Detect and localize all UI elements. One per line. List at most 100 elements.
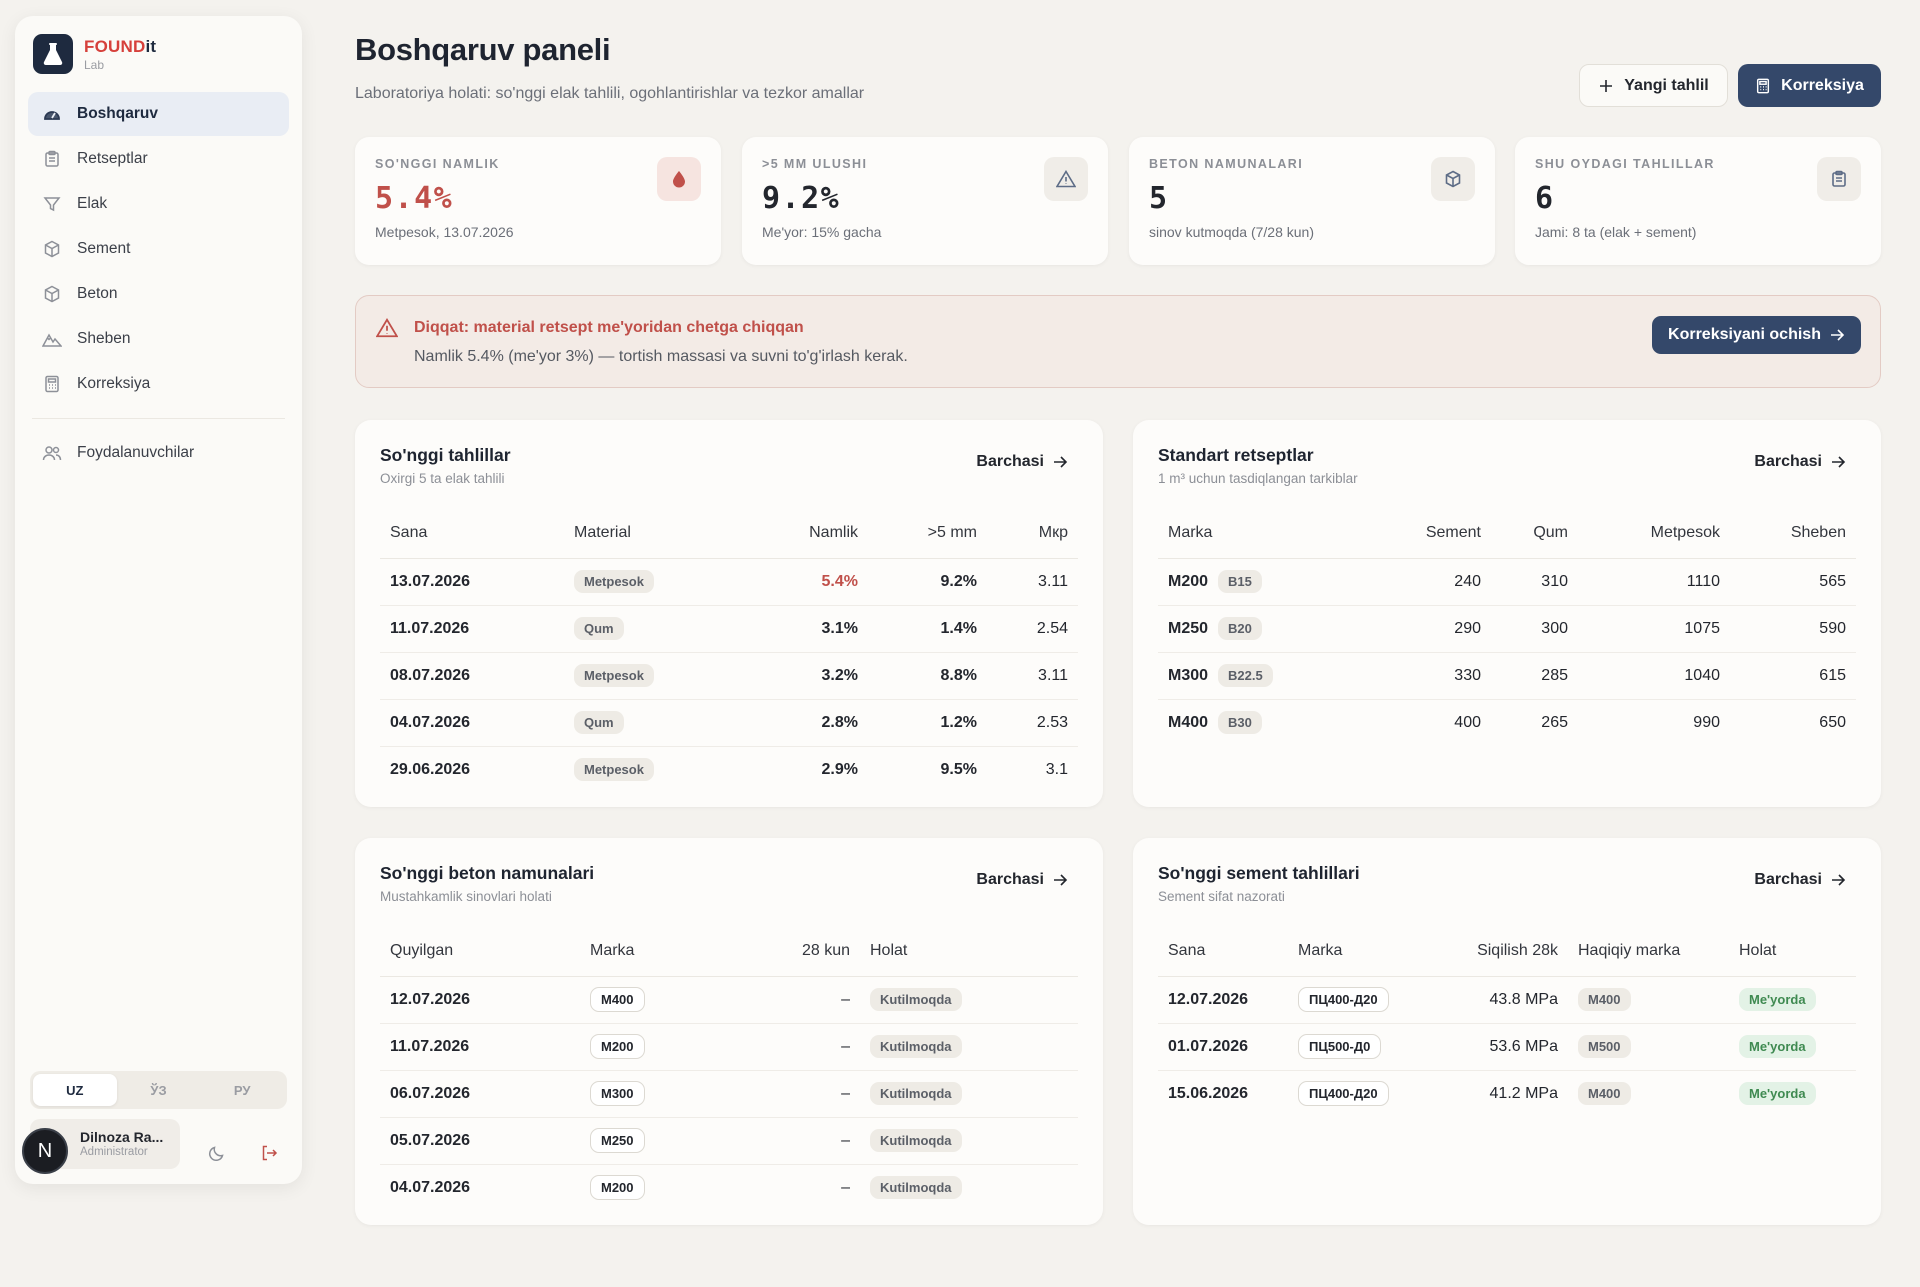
sidebar-item-elak[interactable]: Elak	[28, 182, 289, 226]
marka-chip: ПЦ500-Д0	[1298, 1034, 1382, 1059]
table-row[interactable]: 04.07.2026 M200 – Kutilmoqda	[380, 1164, 1078, 1211]
panel-subtitle: 1 m³ uchun tasdiqlangan tarkiblar	[1158, 471, 1358, 486]
column-header[interactable]: Material	[564, 508, 744, 559]
table-row[interactable]: 13.07.2026 Metpesok 5.4% 9.2% 3.11	[380, 558, 1078, 606]
column-header[interactable]: Sement	[1368, 508, 1491, 559]
stat-card-over5mm: >5 MM ULUSHI 9.2% Me'yor: 15% gacha	[742, 137, 1108, 265]
marka-chip: M200	[590, 1175, 645, 1201]
sidebar-item-label: Beton	[77, 285, 118, 302]
cube-icon	[42, 284, 62, 304]
cell-date: 04.07.2026	[390, 1178, 471, 1196]
column-header[interactable]: Marka	[1288, 926, 1438, 977]
cell-moisture: 2.9%	[821, 760, 858, 778]
cell-sheben: 615	[1730, 652, 1856, 700]
material-chip: Qum	[574, 711, 624, 734]
column-header[interactable]: Sana	[1158, 926, 1288, 977]
actual-marka-chip: M500	[1578, 1035, 1631, 1058]
theme-toggle-moon-icon[interactable]	[205, 1141, 229, 1165]
column-header[interactable]: Sheben	[1730, 508, 1856, 559]
cube-icon	[42, 239, 62, 259]
sidebar-item-retseptlar[interactable]: Retseptlar	[28, 137, 289, 181]
table-row[interactable]: 15.06.2026 ПЦ400-Д20 41.2 MPa M400 Me'yo…	[1158, 1070, 1856, 1117]
table-row[interactable]: 06.07.2026 M300 – Kutilmoqda	[380, 1070, 1078, 1118]
correction-button[interactable]: Korreksiya	[1738, 64, 1881, 107]
analyses-table: Sana Material Namlik >5 mm Мкр 13.07.202…	[380, 508, 1078, 793]
status-badge: Me'yorda	[1739, 988, 1816, 1011]
new-analysis-button[interactable]: Yangi tahlil	[1579, 64, 1728, 107]
lang-option-uz[interactable]: UZ	[33, 1074, 117, 1106]
cell-sand: 265	[1541, 713, 1568, 731]
table-row[interactable]: 29.06.2026 Metpesok 2.9% 9.5% 3.1	[380, 746, 1078, 793]
sidebar-item-korreksiya[interactable]: Korreksiya	[28, 362, 289, 406]
column-header[interactable]: Siqilish 28k	[1438, 926, 1568, 977]
table-row[interactable]: 08.07.2026 Metpesok 3.2% 8.8% 3.11	[380, 652, 1078, 700]
column-header[interactable]: 28 kun	[740, 926, 860, 977]
panel-title: So'nggi tahlillar	[380, 445, 511, 465]
cell-strength: 41.2 MPa	[1489, 1084, 1558, 1102]
sidebar: FOUNDit Lab Boshqaruv Retseptlar Elak Se…	[15, 16, 302, 1184]
cell-cement: 400	[1454, 713, 1481, 731]
column-header[interactable]: Sana	[380, 508, 564, 559]
cell-date: 05.07.2026	[380, 1117, 580, 1165]
sidebar-item-sheben[interactable]: Sheben	[28, 317, 289, 361]
table-row[interactable]: M400 B30 400 265 990 650	[1158, 699, 1856, 746]
view-all-analyses-link[interactable]: Barchasi	[976, 453, 1068, 471]
logout-icon[interactable]	[257, 1141, 281, 1165]
cell-moisture: 2.8%	[744, 699, 868, 747]
view-all-cement-link[interactable]: Barchasi	[1754, 871, 1846, 889]
cell-marka: M400 B30	[1158, 699, 1368, 746]
table-row[interactable]: 12.07.2026 M400 – Kutilmoqda	[380, 976, 1078, 1024]
lang-option-ru[interactable]: РУ	[233, 1082, 251, 1098]
sidebar-item-boshqaruv[interactable]: Boshqaruv	[28, 92, 289, 136]
table-row[interactable]: 12.07.2026 ПЦ400-Д20 43.8 MPa M400 Me'yo…	[1158, 976, 1856, 1024]
users-icon	[42, 443, 62, 463]
clipboard-icon	[1817, 157, 1861, 201]
stat-note: Jami: 8 ta (elak + sement)	[1535, 224, 1697, 240]
table-row[interactable]: 11.07.2026 M200 – Kutilmoqda	[380, 1023, 1078, 1071]
sidebar-item-foydalanuvchilar[interactable]: Foydalanuvchilar	[28, 431, 289, 475]
view-all-samples-link[interactable]: Barchasi	[976, 871, 1068, 889]
cell-moisture: 3.2%	[744, 652, 868, 700]
column-header[interactable]: Namlik	[744, 508, 868, 559]
cement-analyses-table: Sana Marka Siqilish 28k Haqiqiy marka Ho…	[1158, 926, 1856, 1117]
table-row[interactable]: M300 B22.5 330 285 1040 615	[1158, 652, 1856, 700]
sidebar-item-beton[interactable]: Beton	[28, 272, 289, 316]
column-header[interactable]: Metpesok	[1578, 508, 1730, 559]
sidebar-item-sement[interactable]: Sement	[28, 227, 289, 271]
column-header[interactable]: Marka	[1158, 508, 1368, 559]
actual-marka-chip: M400	[1578, 988, 1631, 1011]
brand-logo[interactable]: FOUNDit Lab	[33, 34, 156, 74]
table-row[interactable]: 01.07.2026 ПЦ500-Д0 53.6 MPa M500 Me'yor…	[1158, 1023, 1856, 1071]
cell-actual: M400	[1568, 976, 1729, 1024]
column-header[interactable]: Marka	[580, 926, 740, 977]
table-row[interactable]: 05.07.2026 M250 – Kutilmoqda	[380, 1117, 1078, 1165]
sidebar-nav: Boshqaruv Retseptlar Elak Sement Beton S…	[28, 92, 289, 476]
column-header[interactable]: Мкр	[987, 508, 1078, 559]
cell-status: Kutilmoqda	[860, 1117, 1078, 1165]
column-header[interactable]: Holat	[1729, 926, 1856, 977]
sidebar-item-label: Retseptlar	[77, 150, 148, 167]
column-header[interactable]: >5 mm	[868, 508, 987, 559]
table-row[interactable]: 04.07.2026 Qum 2.8% 1.2% 2.53	[380, 699, 1078, 747]
stat-label: SHU OYDAGI TAHLILLAR	[1535, 157, 1715, 171]
table-row[interactable]: 11.07.2026 Qum 3.1% 1.4% 2.54	[380, 605, 1078, 653]
cell-material: Metpesok	[564, 746, 744, 793]
user-profile[interactable]: N Dilnoza Ra... Administrator	[22, 1119, 180, 1174]
cell-date: 06.07.2026	[380, 1070, 580, 1118]
column-header[interactable]: Holat	[860, 926, 1078, 977]
table-row[interactable]: M200 B15 240 310 1110 565	[1158, 558, 1856, 606]
marka-chip: M200	[590, 1034, 645, 1059]
cell-mkr: 3.11	[987, 558, 1078, 606]
view-all-recipes-link[interactable]: Barchasi	[1754, 453, 1846, 471]
table-row[interactable]: M250 B20 290 300 1075 590	[1158, 605, 1856, 653]
column-header[interactable]: Qum	[1491, 508, 1578, 559]
class-chip: B22.5	[1218, 664, 1273, 687]
column-header[interactable]: Quyilgan	[380, 926, 580, 977]
column-header[interactable]: Haqiqiy marka	[1568, 926, 1729, 977]
filter-funnel-icon	[42, 194, 62, 214]
lang-option-uz-cyrillic[interactable]: ЎЗ	[150, 1082, 167, 1098]
stat-label: BETON NAMUNALARI	[1149, 157, 1304, 171]
status-badge: Kutilmoqda	[870, 988, 962, 1011]
open-correction-button[interactable]: Korreksiyani ochish	[1652, 316, 1861, 354]
arrow-right-icon	[1831, 455, 1846, 469]
